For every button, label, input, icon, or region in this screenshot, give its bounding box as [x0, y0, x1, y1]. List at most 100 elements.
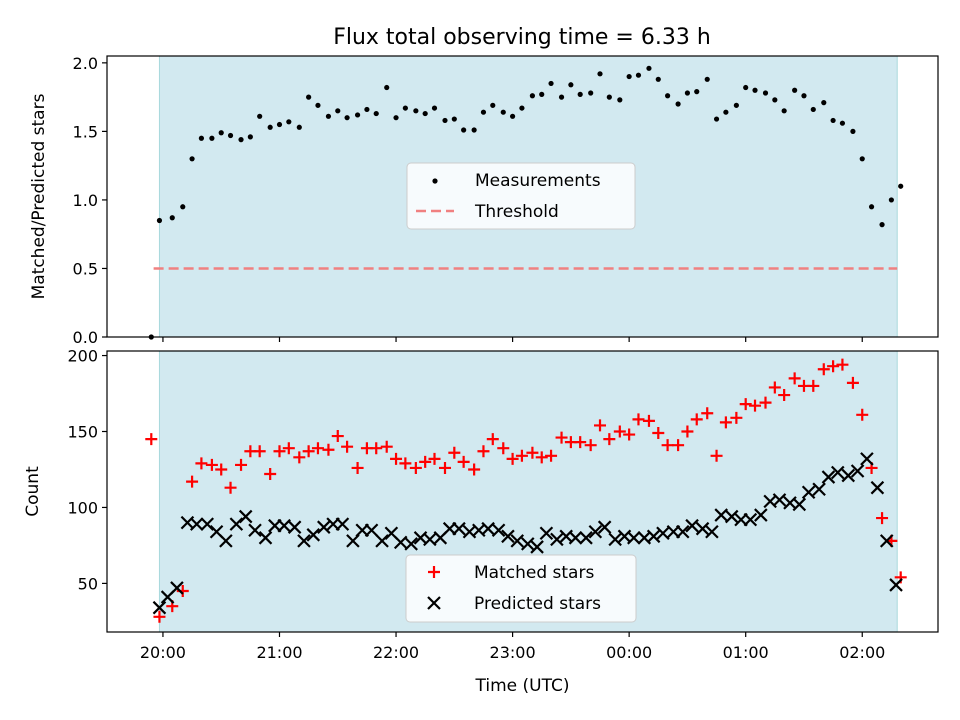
matched-star-point	[876, 512, 889, 525]
matched-star-point	[331, 430, 344, 443]
measurement-point	[306, 94, 312, 100]
matched-star-point	[428, 452, 441, 465]
measurement-point	[198, 135, 205, 141]
predicted-star-point	[812, 482, 826, 496]
measurement-point	[577, 91, 583, 97]
y-axis-label: Matched/Predicted stars	[29, 93, 49, 299]
predicted-star-point	[335, 517, 350, 531]
matched-star-point	[672, 439, 685, 452]
measurement-point	[801, 93, 807, 99]
y-tick-label: 150	[67, 423, 98, 442]
matched-star-point	[739, 398, 752, 411]
measurement-point	[752, 87, 758, 93]
measurement-point	[257, 113, 263, 119]
measurement-point	[723, 109, 729, 115]
measurement-point	[646, 65, 652, 71]
matched-star-point	[409, 461, 422, 474]
measurement-point	[568, 82, 574, 88]
predicted-star-point	[404, 537, 418, 551]
measurement-point	[821, 100, 827, 106]
measurement-point	[635, 72, 642, 78]
measurement-point	[384, 84, 390, 91]
measurement-point	[539, 91, 545, 97]
predicted-star-point	[675, 524, 690, 539]
matched-star-point	[846, 376, 859, 389]
legend-marker	[427, 596, 441, 610]
matched-star-point	[341, 440, 354, 453]
matched-star-point	[186, 475, 199, 488]
matched-star-point	[807, 379, 820, 392]
measurement-point	[733, 102, 739, 108]
matched-star-point	[856, 408, 869, 421]
predicted-star-point	[238, 509, 253, 524]
matched-star-point	[215, 463, 228, 476]
measurement-point	[247, 134, 253, 140]
data-marks	[148, 65, 904, 340]
measurement-point	[335, 108, 341, 114]
predicted-star-point	[170, 581, 184, 595]
matched-star-point	[681, 425, 694, 438]
measurement-point	[617, 97, 623, 103]
matched-star-point	[370, 442, 383, 455]
matched-star-point	[497, 442, 510, 455]
measurement-point	[354, 112, 361, 118]
matched-star-point	[594, 419, 607, 432]
measurement-point	[675, 101, 681, 107]
matched-star-point	[836, 358, 849, 371]
legend-label: Predicted stars	[474, 594, 601, 614]
measurement-point	[792, 87, 798, 93]
matched-star-point	[293, 451, 306, 464]
predicted-star-point	[646, 529, 661, 544]
matched-star-point	[749, 399, 762, 412]
predicted-star-point	[860, 452, 874, 466]
measurement-point	[850, 128, 856, 134]
legend-marker	[428, 566, 440, 578]
matched-star-point	[788, 372, 801, 385]
matched-star-point	[224, 481, 237, 494]
predicted-star-point	[695, 521, 710, 536]
x-tick-label: 23:00	[490, 643, 536, 662]
predicted-star-point	[588, 524, 603, 539]
predicted-star-point	[375, 534, 389, 548]
measurement-point	[276, 121, 283, 128]
legend-marker	[432, 178, 438, 184]
matched-star-point	[710, 449, 723, 462]
y-axis-label: Count	[23, 466, 43, 517]
matched-star-point	[535, 451, 548, 464]
predicted-star-point	[772, 493, 787, 507]
x-tick-label: 21:00	[256, 643, 302, 662]
predicted-star-point	[754, 508, 768, 522]
x-tick-label: 01:00	[723, 643, 769, 662]
measurement-point	[810, 106, 816, 113]
matched-star-point	[273, 445, 286, 458]
measurement-point	[267, 124, 273, 130]
measurement-point	[364, 106, 370, 113]
matched-star-point	[526, 446, 539, 459]
measurement-point	[471, 127, 477, 133]
measurement-point	[626, 73, 632, 80]
x-tick-label: 02:00	[839, 643, 885, 662]
predicted-star-point	[801, 485, 816, 500]
measurement-point	[442, 117, 448, 124]
y-tick-label: 2.0	[73, 54, 98, 73]
matched-star-point	[235, 458, 248, 471]
measurement-point	[868, 204, 875, 210]
measurement-point	[597, 71, 603, 77]
predicted-star-point	[550, 532, 564, 547]
x-tick-label: 00:00	[606, 643, 652, 662]
predicted-star-point	[714, 508, 728, 522]
predicted-star-point	[287, 520, 302, 534]
matched-star-point	[515, 449, 528, 462]
matched-star-point	[730, 411, 743, 424]
measurement-point	[888, 197, 894, 203]
measurement-point	[704, 76, 710, 82]
predicted-star-point	[393, 535, 408, 550]
x-axis-label: Time (UTC)	[475, 676, 570, 696]
matched-star-point	[603, 433, 616, 446]
x-tick-label: 22:00	[373, 643, 419, 662]
measurement-point	[286, 119, 292, 125]
measurement-point	[490, 102, 496, 108]
bottom-panel-count-chart: 50 100 150 200 20:00 21:00 22:00 23:00 00:00 01:0…	[23, 347, 939, 696]
measurement-point	[500, 109, 506, 115]
predicted-star-point	[850, 464, 865, 478]
